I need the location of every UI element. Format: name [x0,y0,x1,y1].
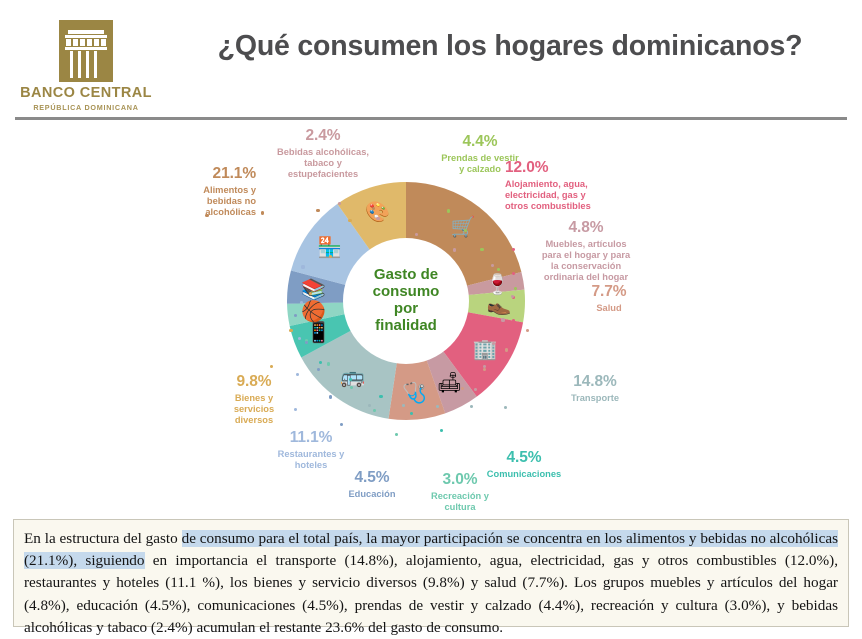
apartment-faucet-bulb-icon: 🏢 [472,339,497,361]
logo-wordmark: BANCO CENTRAL [20,85,152,101]
callout-percent: 11.1% [289,429,333,446]
books-icon: 📚 [301,278,326,301]
smartphone-icon: 📱 [306,320,331,344]
callout-3: 4.4% Prendas de vestir y calzado [418,133,542,175]
callout-6: 7.7% Salud [559,283,659,314]
callout-percent: 12.0% [505,159,549,176]
callout-percent: 9.8% [236,373,272,390]
callout-8: 4.5% Comunicaciones [462,449,586,480]
callout-4: 12.0% Alojamiento, agua, electricidad, gas… [505,159,665,212]
callout-category: Bienes y servicios diversos [233,392,275,425]
bank-logo: BANCO CENTRAL REPÚBLICA DOMINICANA [20,20,152,112]
callout-10: 4.5% Educación [330,469,414,500]
callout-category: Alimentos y bebidas no alcohólicas [203,184,256,217]
callout-percent: 4.8% [568,219,604,236]
storefront-hotel-icon: 🏪 [317,235,342,259]
callout-12: 9.8% Bienes y servicios diversos [200,373,308,426]
donut-chart-figure: 🛒 🍷 👞 🏢 🛋 🩺 🚌 📱 🏀 📚 🏪 🎨 Gasto de consumo por finali… [0,120,862,516]
callout-percent: 4.4% [462,133,498,150]
callout-percent: 3.0% [442,471,478,488]
callout-category: Prendas de vestir y calzado [441,152,519,174]
callout-percent: 4.5% [354,469,390,486]
callout-percent: 21.1% [212,165,257,182]
header-divider [15,117,847,120]
callout-percent: 7.7% [591,283,627,300]
callout-2: 2.4% Bebidas alcohólicas, tabaco y estupefa… [238,127,408,180]
callout-5: 4.8% Muebles, artículos para el hogar y pa… [511,219,661,283]
summary-part-2: en importancia el transporte (14.8%), al… [24,552,839,636]
callout-7: 14.8% Transporte [540,373,650,404]
callout-category: Recreación y cultura [431,490,489,512]
callout-category: Restaurantes y hoteles [277,448,345,470]
callout-percent: 2.4% [305,127,341,144]
callout-11: 11.1% Restaurantes y hoteles [245,429,377,471]
clothing-shoes-icon: 👞 [486,294,511,316]
page-header: BANCO CENTRAL REPÚBLICA DOMINICANA ¿Qué … [0,0,862,120]
callout-percent: 4.5% [506,449,542,466]
page-title: ¿Qué consumen los hogares dominicanos? [217,30,803,62]
summary-text-box: En la estructura del gasto de consumo pa… [13,519,849,636]
summary-part-1: En la estructura del gasto [24,530,182,547]
basketball-headphones-icon: 🏀 [301,298,326,324]
donut-chart: 🛒 🍷 👞 🏢 🛋 🩺 🚌 📱 🏀 📚 🏪 🎨 [281,176,531,426]
callout-category: Alojamiento, agua, electricidad, gas y otr… [505,178,591,211]
callout-category: Transporte [570,392,620,403]
callout-category: Comunicaciones [486,468,562,479]
callout-1: 21.1% Alimentos y bebidas no alcohólicas [136,165,257,218]
callout-category: Muebles, artículos para el hogar y para la… [541,238,631,282]
sofa-furniture-icon: 🛋 [437,372,462,394]
wine-bottle-icon: 🍷 [485,272,510,296]
logo-subtitle: REPÚBLICA DOMINICANA [33,103,139,113]
shopping-basket-icon: 🛒 [451,215,476,239]
callout-category: Educación [348,488,396,499]
bank-building-icon [59,20,113,82]
callout-percent: 14.8% [573,373,617,390]
school-bus-icon: 🚌 [340,366,365,388]
summary-paragraph: En la estructura del gasto de consumo pa… [24,528,838,639]
donut-slices: 🛒🍷👞🏢🛋🩺🚌📱🏀📚🏪🎨 [287,182,525,420]
stethoscope-icon: 🩺 [402,381,427,405]
callout-category: Salud [596,302,622,313]
callout-9: 3.0% Recreación y cultura [412,471,508,513]
callout-category: Bebidas alcohólicas, tabaco y estupefacien… [277,146,369,179]
